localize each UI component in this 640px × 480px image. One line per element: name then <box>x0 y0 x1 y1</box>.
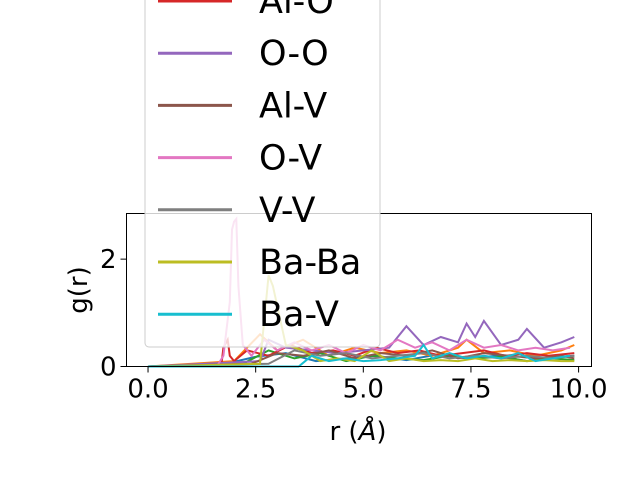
x-tick-label: 5.0 <box>343 375 384 405</box>
series-line-9 <box>148 343 571 368</box>
legend-label: O-V <box>259 139 322 179</box>
legend-label: V-V <box>259 191 315 231</box>
legend-label: Ba-V <box>259 295 339 335</box>
x-tick-label: 0.0 <box>127 375 168 405</box>
x-tick-label: 2.5 <box>235 375 276 405</box>
legend-label: Al-O <box>259 0 334 22</box>
y-axis-ticks: 02 <box>100 245 127 383</box>
y-tick-label: 2 <box>100 245 117 275</box>
x-tick-label: 10.0 <box>550 375 608 405</box>
y-axis-label: g(r) <box>64 266 94 313</box>
legend-label: O-O <box>259 34 329 74</box>
legend-label: Ba-Ba <box>259 243 361 283</box>
x-tick-label: 7.5 <box>450 375 491 405</box>
x-axis-ticks: 0.0 2.5 5.0 7.5 10.0 <box>127 366 608 405</box>
x-axis-label: r (Å) <box>329 415 386 447</box>
series-line-7 <box>147 349 575 368</box>
y-tick-label: 0 <box>100 353 117 383</box>
legend-label: Al-V <box>259 86 327 126</box>
legend-box <box>144 0 381 348</box>
